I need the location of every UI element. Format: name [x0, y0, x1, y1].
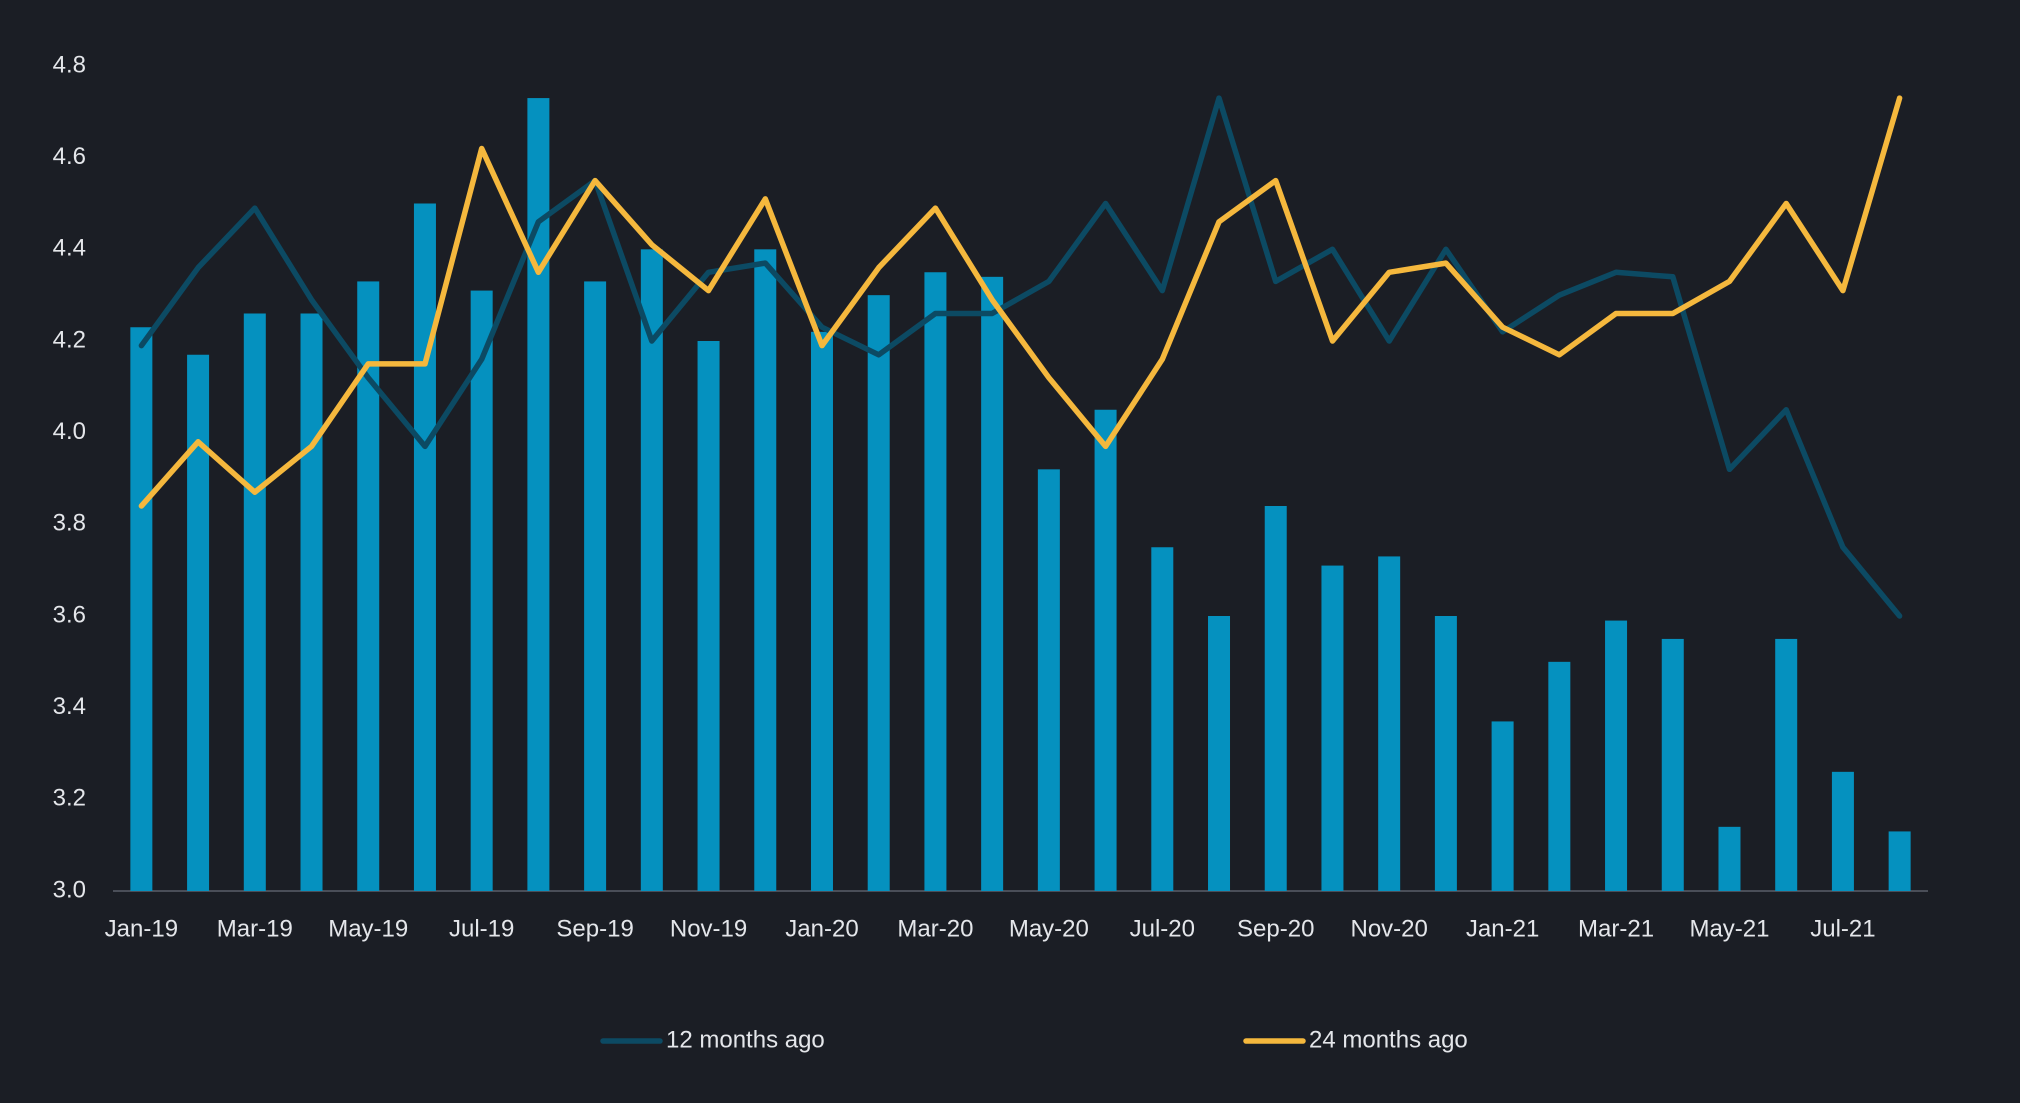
x-tick-label: Mar-21	[1578, 915, 1654, 942]
bar	[867, 295, 890, 892]
bar	[754, 249, 777, 892]
y-tick-label: 3.8	[53, 510, 86, 537]
bar	[697, 341, 720, 891]
x-tick-label: Jul-19	[449, 915, 514, 942]
bar	[981, 276, 1004, 891]
bar	[1434, 616, 1457, 891]
bar	[130, 327, 153, 891]
bar	[357, 281, 380, 892]
y-tick-label: 4.6	[53, 143, 86, 170]
bar	[924, 272, 947, 891]
bar	[1208, 616, 1231, 891]
bar	[1831, 771, 1854, 891]
y-tick-label: 4.0	[53, 418, 86, 445]
y-tick-label: 3.6	[53, 601, 86, 628]
bar	[1718, 826, 1741, 891]
x-tick-label: Jul-20	[1130, 915, 1195, 942]
y-tick-label: 3.4	[53, 693, 86, 720]
bar	[1037, 469, 1060, 891]
bar	[187, 354, 210, 891]
x-tick-label: Jul-21	[1810, 915, 1875, 942]
x-tick-label: Mar-19	[217, 915, 293, 942]
bar	[810, 331, 833, 891]
bar	[527, 98, 550, 892]
bar	[1605, 620, 1628, 891]
y-tick-label: 3.0	[53, 876, 86, 903]
bar	[1321, 565, 1344, 891]
x-tick-label: Sep-20	[1237, 915, 1314, 942]
x-tick-label: Sep-19	[556, 915, 633, 942]
bar	[1491, 721, 1514, 891]
x-tick-label: Mar-20	[897, 915, 973, 942]
bar	[413, 203, 436, 891]
legend-label: 12 months ago	[666, 1026, 825, 1053]
x-tick-label: Jan-21	[1466, 915, 1539, 942]
y-tick-label: 4.2	[53, 326, 86, 353]
y-tick-label: 3.2	[53, 785, 86, 812]
line	[138, 95, 1903, 509]
bar	[300, 313, 323, 891]
bar	[1548, 661, 1571, 891]
x-tick-label: Nov-19	[670, 915, 747, 942]
y-tick-label: 4.4	[53, 235, 86, 262]
bar	[640, 249, 663, 892]
legend-label: 24 months ago	[1309, 1026, 1468, 1053]
y-tick-label: 4.8	[53, 51, 86, 78]
bar	[1378, 556, 1401, 891]
x-tick-label: Nov-20	[1350, 915, 1427, 942]
bar	[1661, 638, 1684, 891]
x-tick-label: May-20	[1009, 915, 1089, 942]
bar	[1094, 409, 1117, 891]
bar	[1151, 547, 1174, 891]
bar	[1775, 638, 1798, 891]
bar	[243, 313, 266, 891]
bar	[1264, 506, 1287, 891]
bar	[470, 290, 493, 891]
x-tick-label: May-19	[328, 915, 408, 942]
line	[138, 95, 1903, 619]
x-tick-label: Jan-19	[105, 915, 178, 942]
bar	[584, 281, 607, 892]
bar	[1888, 831, 1911, 891]
x-tick-label: May-21	[1689, 915, 1769, 942]
x-tick-label: Jan-20	[785, 915, 858, 942]
